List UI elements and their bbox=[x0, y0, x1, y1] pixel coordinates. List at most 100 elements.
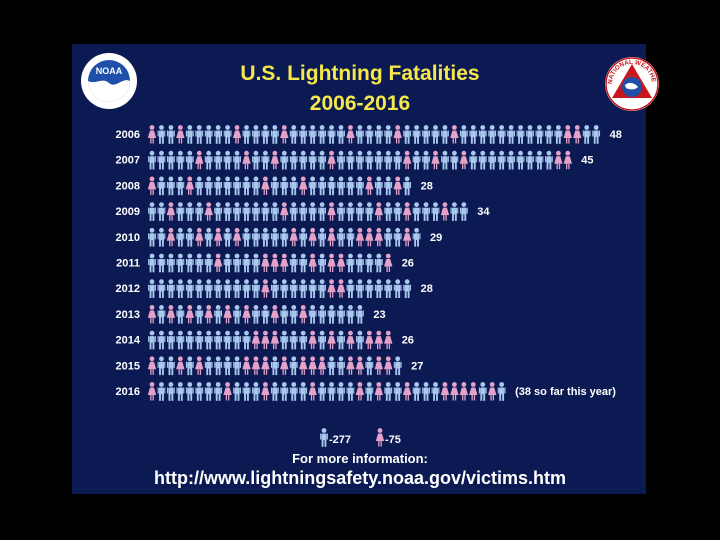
year-label: 2006 bbox=[116, 129, 140, 141]
female-figure bbox=[393, 176, 402, 195]
male-figure bbox=[270, 125, 279, 144]
male-figure bbox=[337, 330, 345, 350]
female-figure bbox=[327, 202, 336, 221]
value-label: (38 so far this year) bbox=[515, 386, 616, 398]
male-figure bbox=[488, 125, 497, 144]
female-figure bbox=[147, 356, 157, 375]
male-figure bbox=[148, 227, 156, 247]
male-figure bbox=[356, 330, 364, 350]
male-figure bbox=[185, 227, 194, 247]
male-figure bbox=[526, 150, 534, 170]
female-figure bbox=[166, 227, 176, 247]
female-figure bbox=[469, 382, 478, 401]
male-figure bbox=[384, 125, 393, 144]
male-figure bbox=[384, 382, 393, 401]
female-figure bbox=[384, 356, 393, 375]
male-figure bbox=[497, 150, 506, 170]
male-figure bbox=[356, 125, 364, 144]
male-figure bbox=[233, 305, 241, 324]
female-figure bbox=[147, 305, 157, 324]
chart-row-2009: 2009 34 bbox=[116, 202, 490, 221]
female-figure bbox=[308, 253, 317, 272]
female-figure bbox=[270, 330, 280, 350]
male-figure bbox=[280, 176, 289, 196]
male-figure bbox=[384, 202, 393, 221]
male-figure bbox=[431, 202, 440, 221]
female-legend-icon bbox=[375, 428, 385, 447]
chart-row-2013: 2013 23 bbox=[116, 305, 386, 324]
male-figure bbox=[252, 202, 260, 221]
year-label: 2007 bbox=[116, 155, 140, 167]
male-figure bbox=[148, 150, 156, 170]
male-figure bbox=[233, 279, 241, 298]
male-figure bbox=[478, 150, 487, 170]
male-figure bbox=[176, 202, 185, 221]
male-figure bbox=[270, 356, 279, 376]
male-figure bbox=[459, 202, 468, 221]
male-figure bbox=[185, 202, 194, 221]
noaa-logo: NOAA bbox=[80, 52, 138, 115]
male-figure bbox=[545, 125, 553, 144]
female-figure bbox=[374, 202, 383, 221]
female-figure bbox=[166, 202, 176, 221]
male-figure bbox=[299, 202, 308, 221]
footer-label: For more information: bbox=[292, 451, 428, 466]
male-figure bbox=[242, 253, 251, 273]
legend-label: -75 bbox=[385, 434, 401, 446]
male-figure bbox=[497, 382, 506, 401]
chart-row-2011: 2011 26 bbox=[116, 253, 414, 273]
male-figure bbox=[478, 382, 487, 401]
male-figure bbox=[195, 305, 204, 324]
male-figure bbox=[289, 382, 298, 401]
female-figure bbox=[261, 279, 270, 298]
male-figure bbox=[176, 279, 185, 298]
male-figure bbox=[318, 125, 326, 144]
year-label: 2015 bbox=[116, 360, 140, 372]
male-figure bbox=[252, 279, 260, 298]
male-figure bbox=[252, 150, 260, 170]
male-figure bbox=[252, 382, 260, 401]
female-figure bbox=[242, 150, 251, 170]
male-figure bbox=[365, 202, 374, 221]
female-figure bbox=[402, 150, 412, 170]
male-figure bbox=[214, 202, 223, 221]
value-label: 27 bbox=[411, 360, 423, 372]
male-figure bbox=[223, 330, 232, 350]
male-figure bbox=[270, 202, 279, 221]
legend-label: -277 bbox=[329, 434, 351, 446]
footer-url-link[interactable]: http://www.lightningsafety.noaa.gov/vict… bbox=[153, 468, 567, 488]
value-label: 28 bbox=[421, 180, 433, 192]
male-figure bbox=[280, 305, 289, 324]
male-figure bbox=[157, 176, 166, 196]
female-figure bbox=[204, 305, 213, 324]
male-figure bbox=[176, 227, 185, 247]
male-figure bbox=[356, 279, 364, 298]
female-figure bbox=[289, 227, 298, 247]
male-figure bbox=[412, 202, 421, 221]
male-figure bbox=[157, 125, 166, 144]
female-figure bbox=[402, 227, 412, 247]
male-figure bbox=[242, 227, 251, 247]
male-figure bbox=[252, 227, 260, 247]
male-figure bbox=[356, 253, 364, 273]
female-figure bbox=[563, 150, 572, 170]
male-figure bbox=[582, 125, 591, 144]
male-figure bbox=[299, 382, 308, 401]
male-figure bbox=[233, 202, 241, 221]
male-figure bbox=[346, 279, 355, 298]
male-figure bbox=[270, 176, 279, 196]
male-figure bbox=[214, 330, 223, 350]
female-figure bbox=[232, 125, 242, 144]
male-figure bbox=[252, 125, 260, 144]
female-figure bbox=[213, 253, 223, 272]
male-figure bbox=[299, 330, 308, 350]
male-figure bbox=[384, 227, 393, 247]
male-figure bbox=[185, 125, 194, 144]
male-figure bbox=[384, 176, 393, 196]
male-figure bbox=[185, 150, 194, 170]
male-figure bbox=[233, 382, 241, 401]
value-label: 45 bbox=[581, 155, 593, 167]
female-figure bbox=[374, 330, 383, 350]
male-figure bbox=[252, 176, 260, 196]
value-label: 26 bbox=[402, 258, 414, 270]
